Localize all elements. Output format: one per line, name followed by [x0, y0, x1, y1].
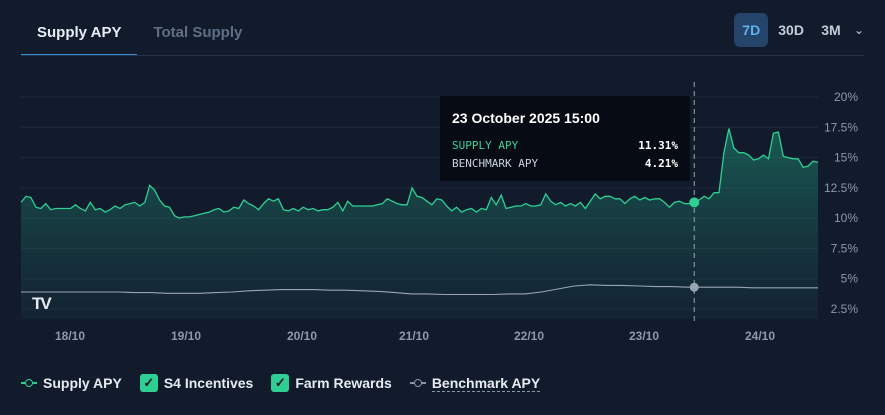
x-tick-label: 24/10: [745, 329, 775, 343]
legend-farm-rewards[interactable]: ✓ Farm Rewards: [271, 374, 392, 392]
y-tick-label: 20%: [834, 90, 858, 104]
checkbox-checked-icon[interactable]: ✓: [271, 374, 290, 392]
legend-supply-apy[interactable]: Supply APY: [21, 375, 122, 391]
y-tick-label: 2.5%: [831, 302, 859, 316]
x-tick-label: 22/10: [514, 329, 544, 343]
x-tick-label: 23/10: [629, 329, 659, 343]
y-tick-label: 5%: [841, 272, 859, 286]
legend-benchmark-label: Benchmark APY: [431, 374, 541, 392]
chart-legend: Supply APY ✓ S4 Incentives ✓ Farm Reward…: [21, 374, 541, 392]
chevron-down-icon[interactable]: ⌄: [853, 23, 864, 37]
legend-supply-label: Supply APY: [43, 375, 122, 391]
range-3m-button[interactable]: 3M: [821, 22, 841, 38]
supply-hover-point: [689, 197, 700, 208]
tooltip-row-supply: SUPPLY APY 11.31%: [452, 137, 678, 155]
x-tick-label: 21/10: [399, 329, 429, 343]
tradingview-logo: TV: [32, 294, 52, 313]
tooltip-row-benchmark: BENCHMARK APY 4.21%: [452, 155, 678, 173]
benchmark-hover-point: [689, 282, 699, 292]
tabs-divider: [21, 55, 864, 56]
apy-chart[interactable]: 20% 17.5% 15% 12.5% 10% 7.5% 5% 2.5% 18/10 19/10…: [0, 0, 885, 360]
range-7d-button[interactable]: 7D: [734, 13, 769, 47]
supply-apy-area: [21, 128, 818, 319]
x-tick-label: 20/10: [287, 329, 317, 343]
y-tick-label: 15%: [834, 151, 858, 165]
y-tick-label: 12.5%: [824, 181, 858, 195]
legend-farm-label: Farm Rewards: [295, 375, 392, 391]
legend-s4-label: S4 Incentives: [163, 375, 254, 391]
tooltip-title: 23 October 2025 15:00: [452, 110, 600, 126]
chart-tooltip: 23 October 2025 15:00 SUPPLY APY 11.31% …: [440, 96, 690, 181]
tab-total-supply[interactable]: Total Supply: [153, 24, 243, 41]
x-tick-label: 18/10: [55, 329, 85, 343]
supply-apy-line: [20, 128, 819, 219]
benchmark-apy-line: [21, 284, 818, 296]
range-30d-button[interactable]: 30D: [778, 22, 804, 38]
y-tick-label: 7.5%: [831, 241, 859, 255]
tooltip-supply-label: SUPPLY APY: [452, 139, 519, 152]
y-tick-label: 17.5%: [824, 120, 858, 134]
benchmark-line-icon: [409, 378, 426, 388]
legend-s4-incentives[interactable]: ✓ S4 Incentives: [139, 374, 254, 392]
y-tick-label: 10%: [834, 211, 858, 225]
tooltip-supply-value: 11.31%: [638, 139, 678, 152]
tooltip-benchmark-value: 4.21%: [644, 157, 678, 170]
tooltip-benchmark-label: BENCHMARK APY: [452, 157, 539, 170]
checkbox-checked-icon[interactable]: ✓: [139, 374, 158, 392]
range-selector: 7D 30D 3M ⌄: [734, 13, 864, 47]
x-tick-label: 19/10: [171, 329, 201, 343]
supply-line-icon: [21, 378, 37, 388]
legend-benchmark-apy[interactable]: Benchmark APY: [409, 374, 541, 392]
